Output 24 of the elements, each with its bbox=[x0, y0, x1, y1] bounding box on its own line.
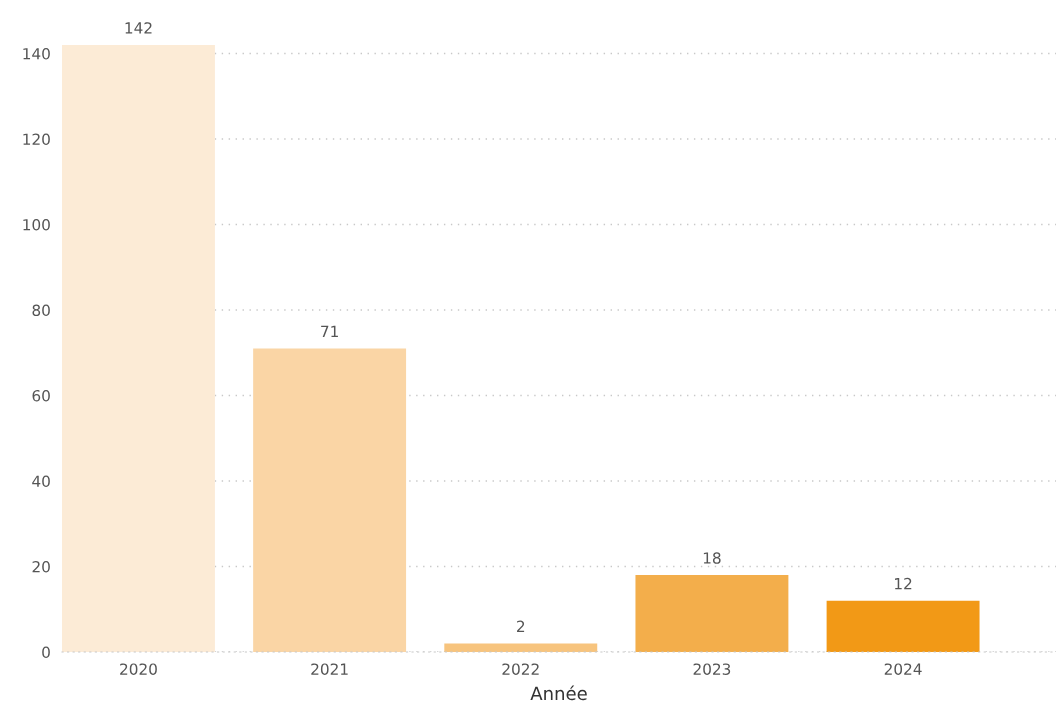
bar bbox=[444, 643, 598, 652]
y-tick-label: 60 bbox=[32, 389, 50, 402]
x-tick-label: 2020 bbox=[120, 663, 157, 675]
x-tick-label: 2021 bbox=[311, 663, 348, 675]
y-tick-label: 0 bbox=[42, 646, 50, 659]
data-label: 71 bbox=[321, 325, 338, 337]
y-tick-label: 40 bbox=[32, 475, 50, 488]
bar bbox=[635, 575, 789, 652]
y-tick-label: 20 bbox=[32, 560, 50, 573]
y-tick-label: 80 bbox=[32, 304, 50, 317]
data-label: 2 bbox=[517, 620, 525, 632]
y-tick-label: 120 bbox=[23, 133, 50, 146]
bar bbox=[826, 600, 980, 652]
data-label: 142 bbox=[125, 22, 152, 34]
y-tick-label: 100 bbox=[23, 219, 50, 231]
data-label: 12 bbox=[895, 577, 912, 590]
x-tick-label: 2022 bbox=[502, 663, 539, 675]
bar bbox=[62, 45, 215, 652]
x-tick-label: 2023 bbox=[693, 663, 731, 675]
x-tick-label: 2024 bbox=[884, 663, 922, 675]
data-label: 18 bbox=[703, 552, 721, 564]
y-tick-label: 140 bbox=[23, 48, 50, 60]
x-axis-title: Année bbox=[530, 685, 587, 701]
bar bbox=[253, 348, 407, 652]
